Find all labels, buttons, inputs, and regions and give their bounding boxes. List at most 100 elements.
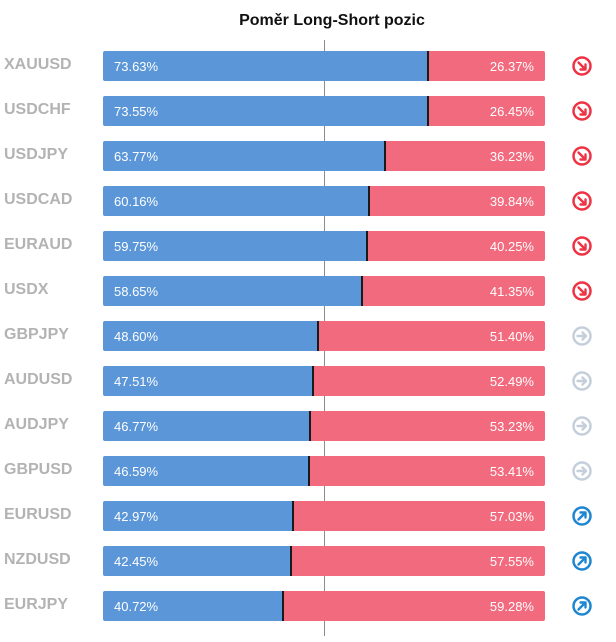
short-bar: 53.23% bbox=[309, 411, 545, 441]
bar-divider bbox=[308, 411, 311, 441]
short-value-label: 52.49% bbox=[489, 374, 534, 389]
pair-label: GBPJPY bbox=[4, 326, 69, 343]
down-right-arrow-icon bbox=[572, 56, 592, 76]
bar-divider bbox=[367, 186, 370, 216]
up-right-arrow-icon bbox=[572, 551, 592, 571]
long-bar: 59.75% bbox=[103, 231, 368, 261]
ratio-bar: 58.65% 41.35% bbox=[103, 276, 545, 306]
bar-divider bbox=[427, 51, 430, 81]
long-bar: 48.60% bbox=[103, 321, 318, 351]
ratio-bar: 60.16% 39.84% bbox=[103, 186, 545, 216]
long-bar: 46.77% bbox=[103, 411, 310, 441]
right-arrow-icon bbox=[572, 461, 592, 481]
pair-label: USDJPY bbox=[4, 146, 69, 163]
pair-label: NZDUSD bbox=[4, 551, 71, 568]
pair-label: USDCHF bbox=[4, 101, 71, 118]
short-bar: 57.03% bbox=[292, 501, 545, 531]
short-bar: 39.84% bbox=[368, 186, 545, 216]
bar-divider bbox=[311, 366, 314, 396]
right-arrow-icon bbox=[572, 326, 592, 346]
up-right-arrow-icon bbox=[572, 506, 592, 526]
long-bar: 46.59% bbox=[103, 456, 309, 486]
bar-divider bbox=[427, 96, 430, 126]
short-bar: 51.40% bbox=[317, 321, 545, 351]
ratio-bar: 46.59% 53.41% bbox=[103, 456, 545, 486]
bar-divider bbox=[316, 321, 319, 351]
long-value-label: 40.72% bbox=[114, 599, 159, 614]
up-right-arrow-icon bbox=[572, 596, 592, 616]
long-bar: 42.45% bbox=[103, 546, 291, 576]
short-value-label: 26.37% bbox=[489, 59, 534, 74]
down-right-arrow-icon bbox=[572, 101, 592, 121]
short-bar: 41.35% bbox=[362, 276, 545, 306]
short-value-label: 39.84% bbox=[489, 194, 534, 209]
bar-divider bbox=[291, 501, 294, 531]
short-bar: 36.23% bbox=[384, 141, 545, 171]
bar-divider bbox=[366, 231, 369, 261]
long-value-label: 73.63% bbox=[114, 59, 159, 74]
down-right-arrow-icon bbox=[572, 146, 592, 166]
long-bar: 73.55% bbox=[103, 96, 429, 126]
pair-row: AUDJPY 46.77% 53.23% bbox=[0, 411, 616, 441]
bar-divider bbox=[289, 546, 292, 576]
long-bar: 60.16% bbox=[103, 186, 369, 216]
chart-title: Poměr Long-Short pozic bbox=[239, 12, 425, 29]
pair-row: XAUUSD 73.63% 26.37% bbox=[0, 51, 616, 81]
short-bar: 52.49% bbox=[312, 366, 545, 396]
down-right-arrow-icon bbox=[572, 191, 592, 211]
bar-divider bbox=[383, 141, 386, 171]
long-value-label: 42.45% bbox=[114, 554, 159, 569]
long-bar: 47.51% bbox=[103, 366, 313, 396]
short-bar: 53.41% bbox=[308, 456, 545, 486]
pair-row: AUDUSD 47.51% 52.49% bbox=[0, 366, 616, 396]
short-value-label: 57.03% bbox=[489, 509, 534, 524]
pair-label: EURUSD bbox=[4, 506, 72, 523]
ratio-bar: 73.63% 26.37% bbox=[103, 51, 545, 81]
pair-row: GBPUSD 46.59% 53.41% bbox=[0, 456, 616, 486]
ratio-bar: 42.45% 57.55% bbox=[103, 546, 545, 576]
long-value-label: 47.51% bbox=[114, 374, 159, 389]
long-bar: 42.97% bbox=[103, 501, 293, 531]
bar-divider bbox=[281, 591, 284, 621]
down-right-arrow-icon bbox=[572, 281, 592, 301]
ratio-bar: 40.72% 59.28% bbox=[103, 591, 545, 621]
ratio-bar: 42.97% 57.03% bbox=[103, 501, 545, 531]
short-value-label: 26.45% bbox=[489, 104, 534, 119]
ratio-bar: 48.60% 51.40% bbox=[103, 321, 545, 351]
pair-row: GBPJPY 48.60% 51.40% bbox=[0, 321, 616, 351]
short-bar: 57.55% bbox=[290, 546, 545, 576]
long-bar: 40.72% bbox=[103, 591, 283, 621]
short-value-label: 59.28% bbox=[489, 599, 534, 614]
short-bar: 26.37% bbox=[428, 51, 545, 81]
pair-label: USDX bbox=[4, 281, 49, 298]
long-value-label: 60.16% bbox=[114, 194, 159, 209]
pair-row: EURJPY 40.72% 59.28% bbox=[0, 591, 616, 621]
pair-row: USDCHF 73.55% 26.45% bbox=[0, 96, 616, 126]
short-bar: 40.25% bbox=[367, 231, 545, 261]
pair-row: USDCAD 60.16% 39.84% bbox=[0, 186, 616, 216]
ratio-bar: 46.77% 53.23% bbox=[103, 411, 545, 441]
pair-row: NZDUSD 42.45% 57.55% bbox=[0, 546, 616, 576]
long-value-label: 58.65% bbox=[114, 284, 159, 299]
ratio-bar: 73.55% 26.45% bbox=[103, 96, 545, 126]
pair-row: EURUSD 42.97% 57.03% bbox=[0, 501, 616, 531]
bar-divider bbox=[361, 276, 364, 306]
short-value-label: 53.41% bbox=[489, 464, 534, 479]
pair-row: USDJPY 63.77% 36.23% bbox=[0, 141, 616, 171]
short-bar: 59.28% bbox=[282, 591, 545, 621]
pair-label: AUDUSD bbox=[4, 371, 73, 388]
long-value-label: 63.77% bbox=[114, 149, 159, 164]
pair-label: EURJPY bbox=[4, 596, 69, 613]
right-arrow-icon bbox=[572, 416, 592, 436]
long-value-label: 59.75% bbox=[114, 239, 159, 254]
pair-label: XAUUSD bbox=[4, 56, 72, 73]
short-value-label: 51.40% bbox=[489, 329, 534, 344]
short-bar: 26.45% bbox=[428, 96, 545, 126]
short-value-label: 53.23% bbox=[489, 419, 534, 434]
pair-row: USDX 58.65% 41.35% bbox=[0, 276, 616, 306]
pair-row: EURAUD 59.75% 40.25% bbox=[0, 231, 616, 261]
long-value-label: 46.59% bbox=[114, 464, 159, 479]
pair-label: GBPUSD bbox=[4, 461, 73, 478]
pair-label: USDCAD bbox=[4, 191, 73, 208]
long-value-label: 73.55% bbox=[114, 104, 159, 119]
